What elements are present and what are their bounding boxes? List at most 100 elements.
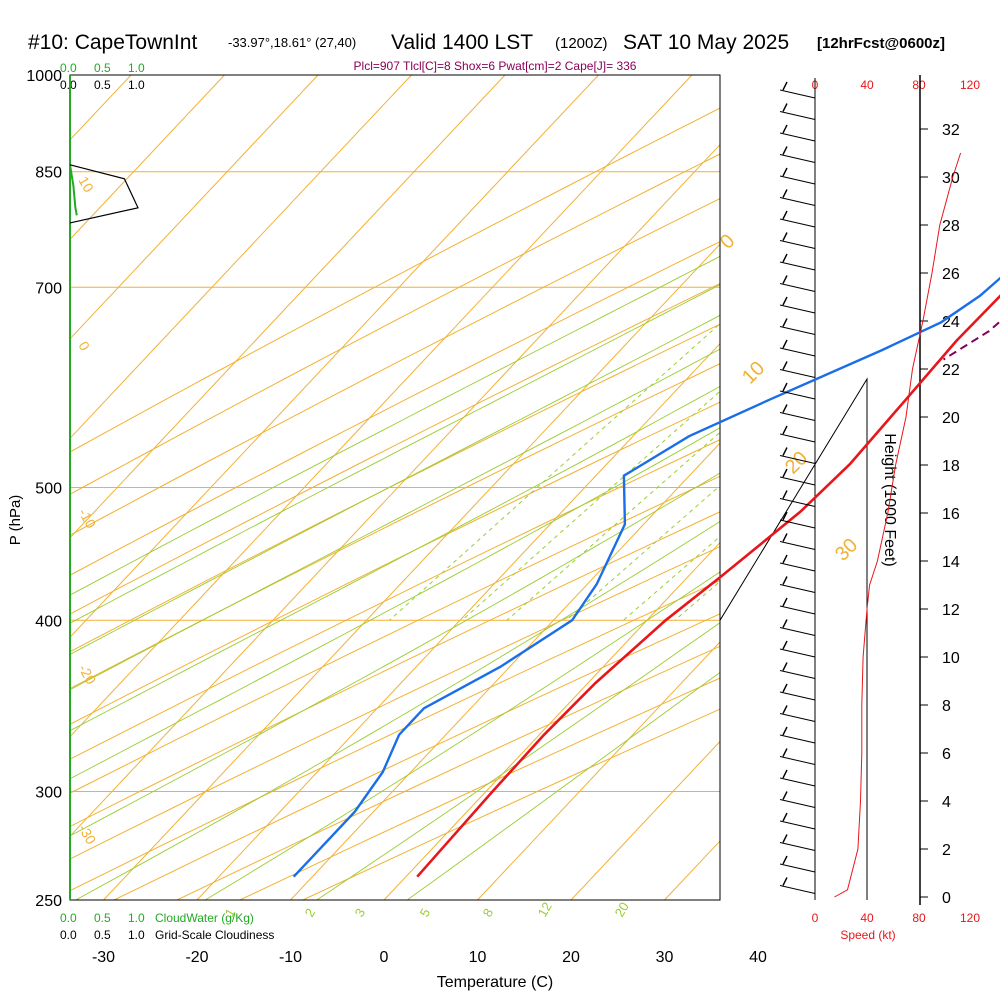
wind-barb <box>779 799 816 808</box>
dry-adiabat <box>70 107 720 453</box>
wind-barb-flag <box>782 404 788 413</box>
height-tick-label: 14 <box>942 554 960 571</box>
wind-barb-flag <box>782 705 788 714</box>
wind-barb <box>779 648 816 658</box>
wind-barb <box>779 347 816 357</box>
pressure-tick-label: 300 <box>35 784 62 801</box>
cloudwater-tick-top-1: 0.5 <box>94 61 111 75</box>
wind-barb <box>779 691 816 701</box>
temperature-tick-label: 40 <box>749 949 767 966</box>
wind-barb-flag <box>782 791 788 800</box>
moist-adiabat <box>204 571 720 900</box>
isotherm-label-right: 20 <box>781 447 812 478</box>
moist-adiabat <box>70 472 720 837</box>
dry-adiabat <box>70 511 720 828</box>
dry-adiabat <box>70 323 720 653</box>
background-lines-layer <box>70 75 720 900</box>
wind-barb-flag <box>782 382 788 392</box>
mixing-ratio-label: 5 <box>417 906 434 920</box>
wind-barb-flag <box>782 124 788 134</box>
wind-barb-flag <box>782 855 788 865</box>
temperature-line <box>416 294 1000 878</box>
cloudiness-tick-top-1: 0.5 <box>94 78 111 92</box>
isotherm-line <box>70 75 599 638</box>
wind-barb <box>779 433 816 443</box>
isotherm-line <box>70 75 506 539</box>
hodograph-boundary <box>719 75 868 900</box>
speed-tick-bottom-2: 80 <box>912 911 926 925</box>
wind-barb <box>779 820 816 830</box>
dry-adiabat <box>70 197 720 536</box>
parcel-line <box>942 320 1000 361</box>
height-tick-label: 28 <box>942 218 960 235</box>
wind-barb <box>779 111 816 120</box>
isotherm-line <box>570 740 720 900</box>
mixing-ratio-line <box>506 431 720 621</box>
cloudwater-label: CloudWater (g/Kg) <box>155 911 254 925</box>
height-tick-label: 8 <box>942 698 951 715</box>
wind-barb <box>779 670 816 679</box>
wind-barb-flag <box>782 232 788 241</box>
isotherm-label-right: 10 <box>738 357 769 388</box>
wind-barb-flag <box>782 812 788 822</box>
wind-speed-profile <box>834 152 962 898</box>
isotherm-line <box>383 541 720 900</box>
isotherm-label: -10 <box>75 506 99 532</box>
wind-barb <box>779 412 816 421</box>
isotherm-line <box>70 75 412 440</box>
wind-barb-flag <box>782 554 788 564</box>
wind-barb-flag <box>782 468 788 478</box>
moist-adiabat <box>70 284 720 624</box>
wind-barb <box>779 369 816 378</box>
speed-tick-bottom-3: 120 <box>960 911 980 925</box>
isotherm-label: 0 <box>75 339 93 354</box>
wind-barb-flag <box>782 834 788 843</box>
pressure-tick-label: 700 <box>35 280 62 297</box>
speed-tick-bottom-1: 40 <box>860 911 874 925</box>
wind-barb-flag <box>782 81 788 91</box>
dry-adiabat <box>70 546 720 860</box>
y-axis-label: P (hPa) <box>7 495 24 546</box>
wind-barb <box>779 842 816 851</box>
wind-barb-flag <box>782 339 788 349</box>
isotherm-label: 10 <box>75 174 97 196</box>
wind-barb <box>779 734 816 744</box>
wind-barb <box>779 175 816 185</box>
height-tick-label: 6 <box>942 746 951 763</box>
wind-barb <box>779 390 816 400</box>
isotherm-line <box>103 243 720 900</box>
x-axis-label: Temperature (C) <box>437 974 553 991</box>
wind-barb <box>779 777 816 787</box>
wind-barb-flag <box>782 318 788 327</box>
wind-barb <box>779 756 816 765</box>
wind-barb <box>779 519 816 529</box>
cloudiness-tick-top-2: 1.0 <box>128 78 145 92</box>
wind-barb-flag <box>782 726 788 736</box>
moist-adiabat <box>70 255 720 596</box>
isotherm-label-right: 30 <box>831 534 862 565</box>
cloudwater-tick-top-2: 1.0 <box>128 61 145 75</box>
wind-barb-flag <box>782 253 788 263</box>
temperature-tick-label: 10 <box>469 949 487 966</box>
cloudiness-tick-bottom-1: 0.5 <box>94 928 111 942</box>
isotherm-line <box>70 75 693 738</box>
wind-barb <box>779 283 816 292</box>
cloud-water-profile <box>69 164 78 216</box>
wind-barb-flag <box>782 683 788 693</box>
wind-barb-flag <box>782 533 788 542</box>
wind-barb-flag <box>782 640 788 650</box>
height-tick-label: 18 <box>942 458 960 475</box>
cloudwater-tick-bottom-1: 0.5 <box>94 911 111 925</box>
wind-barb-flag <box>782 511 788 521</box>
wind-barb <box>779 498 816 507</box>
wind-barb-flag <box>782 103 788 112</box>
dewpoint-line <box>292 276 1000 878</box>
moist-adiabat <box>316 622 720 900</box>
wind-barb-flag <box>782 748 788 757</box>
wind-barb-flag <box>782 877 788 886</box>
wind-barb <box>779 562 816 572</box>
height-tick-label: 26 <box>942 266 960 283</box>
wind-barb <box>779 304 816 314</box>
isotherm-line <box>70 75 225 241</box>
